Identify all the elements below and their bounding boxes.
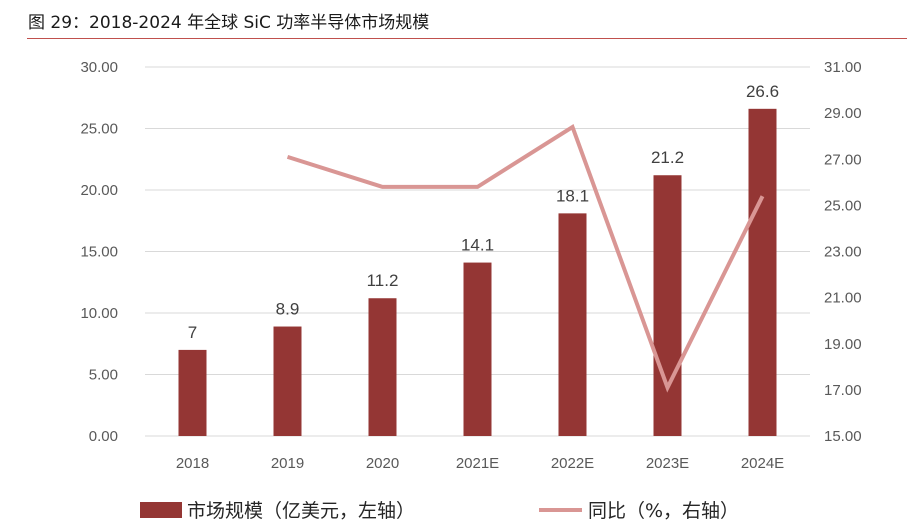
bar <box>748 108 777 436</box>
y-right-tick-label: 27.00 <box>824 151 862 168</box>
y-right-tick-label: 19.00 <box>824 336 862 353</box>
bar-data-label: 11.2 <box>367 271 399 290</box>
x-tick-label: 2021E <box>456 455 499 472</box>
bar <box>273 326 302 436</box>
figure-title: 图 29：2018-2024 年全球 SiC 功率半导体市场规模 <box>28 13 430 33</box>
y-left-tick-label: 15.00 <box>80 244 118 261</box>
y-left-tick-label: 10.00 <box>80 305 118 322</box>
bar-data-label: 26.6 <box>746 82 779 101</box>
y-left-tick-label: 25.00 <box>80 121 118 138</box>
y-right-tick-label: 23.00 <box>824 244 862 261</box>
y-right-tick-label: 15.00 <box>824 428 862 445</box>
bar-data-label: 7 <box>188 323 197 342</box>
y-left-tick-label: 0.00 <box>89 428 118 445</box>
y-left-tick-label: 30.00 <box>80 59 118 76</box>
title-underline <box>27 38 907 39</box>
y-right-tick-label: 25.00 <box>824 197 862 214</box>
legend-label-bar: 市场规模（亿美元，左轴） <box>187 500 415 522</box>
y-left-tick-label: 5.00 <box>89 367 118 384</box>
y-right-tick-label: 29.00 <box>824 105 862 122</box>
bar-data-label: 8.9 <box>276 300 300 319</box>
bar <box>653 175 682 437</box>
bar-data-label: 14.1 <box>461 236 494 255</box>
x-tick-label: 2022E <box>551 455 594 472</box>
x-tick-label: 2023E <box>646 455 689 472</box>
legend-label-line: 同比（%，右轴） <box>588 500 739 522</box>
y-right-tick-label: 31.00 <box>824 59 862 76</box>
y-right-tick-label: 21.00 <box>824 290 862 307</box>
legend-swatch-bar <box>140 502 182 518</box>
x-tick-label: 2024E <box>741 455 784 472</box>
bar <box>368 298 397 436</box>
yoy-line <box>286 123 765 393</box>
figure-title-row: 图 29：2018-2024 年全球 SiC 功率半导体市场规模 <box>0 0 907 40</box>
x-tick-label: 2019 <box>271 455 304 472</box>
bar <box>463 262 492 436</box>
bar-data-label: 21.2 <box>651 148 684 167</box>
x-tick-label: 2020 <box>366 455 399 472</box>
x-tick-label: 2018 <box>176 455 209 472</box>
bar <box>558 213 587 436</box>
y-right-tick-label: 17.00 <box>824 382 862 399</box>
y-left-tick-label: 20.00 <box>80 182 118 199</box>
bar-data-label: 18.1 <box>556 186 589 205</box>
bar <box>178 349 207 436</box>
